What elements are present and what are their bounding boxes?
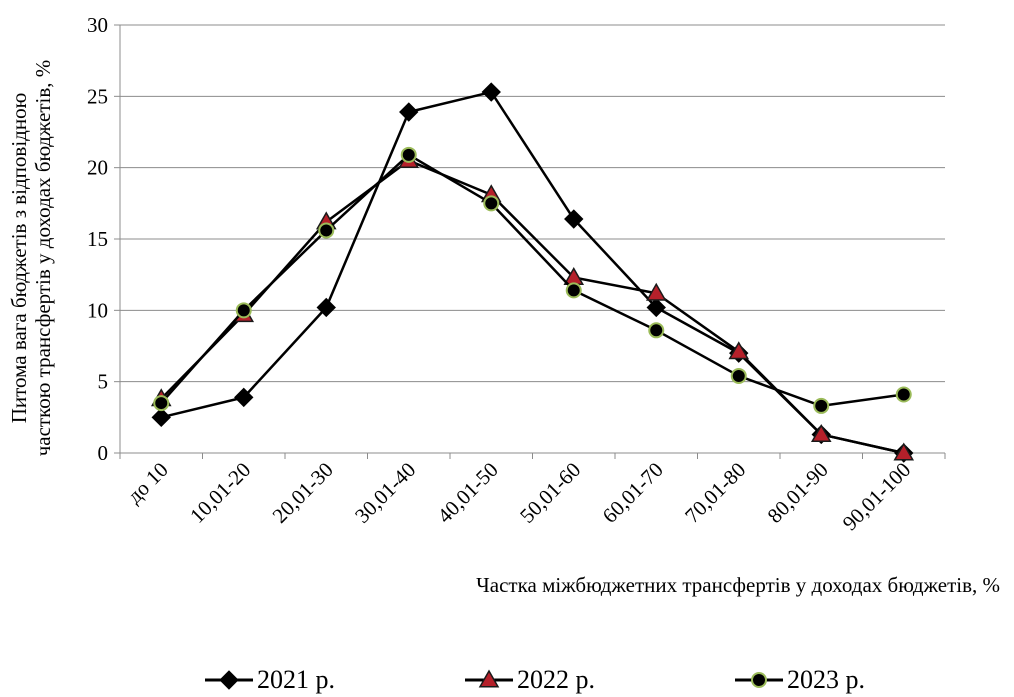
series-line (160, 153, 904, 408)
legend-item: 2021 р. (205, 665, 335, 694)
y-tick-label: 20 (87, 156, 108, 180)
data-point (813, 397, 830, 414)
x-tick-label: 40,01-50 (433, 458, 503, 528)
series-1 (150, 150, 915, 461)
y-axis-label-line-2: часткою трансфертів у доходах бюджетів, … (31, 60, 55, 457)
x-tick-labels: до 10 10,01-20 20,01-30 30,01-40 40,01-50 50,… (122, 458, 915, 536)
data-point (153, 395, 170, 412)
data-point (646, 297, 666, 318)
legend-marker (219, 670, 239, 690)
x-tick-label: 30,01-40 (350, 458, 420, 528)
y-tick-label: 10 (87, 298, 108, 322)
data-point (400, 146, 417, 163)
data-point (483, 195, 500, 212)
x-tick-label: 60,01-70 (598, 458, 668, 528)
data-point (893, 442, 915, 461)
data-point (730, 367, 747, 384)
data-point (810, 423, 832, 442)
data-point (481, 82, 501, 102)
y-tick-labels: 0 5 10 15 20 25 30 (87, 13, 108, 465)
data-point (645, 282, 667, 301)
data-point (234, 387, 254, 408)
x-tick-label: до 10 (122, 458, 173, 509)
y-tick-label: 0 (98, 441, 109, 465)
legend-item: 2022 р. (465, 665, 595, 694)
y-tick-label: 5 (98, 370, 109, 394)
data-point (235, 302, 252, 319)
legend: 2021 р. 2022 р. 2023 р. (205, 665, 865, 694)
data-point (565, 282, 582, 299)
series-0 (151, 82, 914, 463)
series-line (160, 90, 905, 455)
data-point (564, 209, 584, 229)
legend-label: 2022 р. (517, 665, 595, 694)
x-tick-label: 70,01-80 (680, 458, 750, 528)
y-axis-label-line-1: Питома вага бюджетів з відповідною (7, 93, 31, 424)
series-2 (153, 146, 912, 414)
data-point (728, 341, 750, 360)
axes (114, 24, 946, 459)
legend-label: 2023 р. (787, 665, 865, 694)
data-point (895, 386, 912, 403)
x-axis-label: Частка міжбюджетних трансфертів у дохода… (476, 573, 1000, 597)
data-point (151, 407, 171, 428)
data-point (399, 102, 419, 122)
y-tick-label: 30 (87, 13, 108, 37)
gridlines (120, 24, 945, 383)
x-tick-label: 90,01-100 (838, 458, 916, 536)
x-tick-label: 10,01-20 (185, 458, 255, 528)
series-line (160, 159, 905, 455)
y-tick-label: 15 (87, 227, 108, 251)
legend-item: 2023 р. (735, 665, 865, 694)
x-tick-label: 20,01-30 (268, 458, 338, 528)
x-tick-label: 50,01-60 (515, 458, 585, 528)
legend-marker (751, 672, 767, 688)
y-tick-label: 25 (87, 84, 108, 108)
data-point (316, 297, 336, 318)
y-axis-label: Питома вага бюджетів з відповідною частк… (7, 60, 55, 457)
data-point (648, 322, 665, 339)
legend-label: 2021 р. (257, 665, 335, 694)
legend-marker (478, 669, 500, 688)
data-point (318, 222, 335, 239)
plot-area (150, 82, 915, 463)
x-tick-label: 80,01-90 (763, 458, 833, 528)
